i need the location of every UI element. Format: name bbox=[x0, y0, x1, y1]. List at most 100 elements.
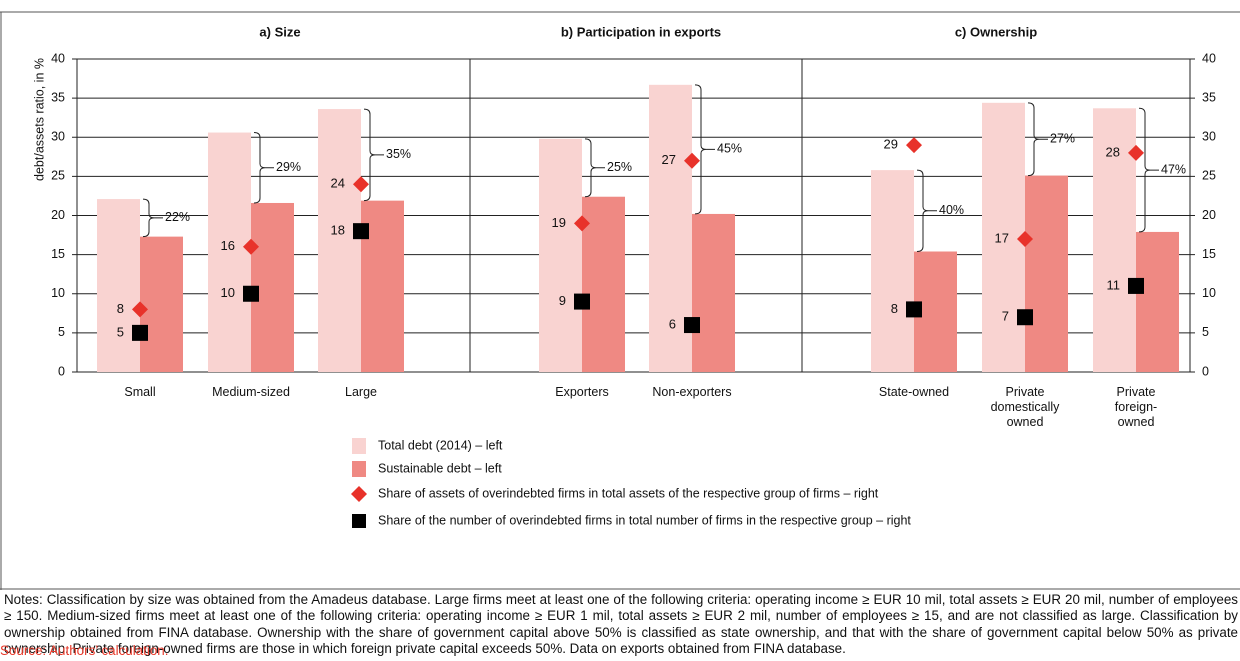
diamond-marker bbox=[1017, 230, 1033, 247]
x-tick-label: Private foreign-owned bbox=[1115, 385, 1157, 429]
data-label: 18 bbox=[331, 223, 345, 238]
y-tick-label: 25 bbox=[51, 169, 65, 183]
y-tick-label: 40 bbox=[51, 51, 65, 65]
square-marker bbox=[684, 317, 700, 334]
bracket bbox=[363, 108, 384, 202]
bracket bbox=[1027, 102, 1048, 177]
data-label: 9 bbox=[559, 293, 566, 308]
diamond-marker bbox=[684, 152, 700, 169]
square-marker bbox=[243, 285, 259, 302]
bracket bbox=[916, 169, 937, 252]
diamond-marker bbox=[353, 176, 369, 193]
diamond-marker bbox=[1128, 144, 1144, 161]
y-axis-title: debt/assets ratio, in % bbox=[32, 58, 46, 181]
bar bbox=[140, 236, 183, 372]
x-tick-label: State-owned bbox=[879, 385, 949, 399]
bracket bbox=[584, 138, 605, 198]
legend-swatch bbox=[352, 461, 366, 477]
x-tick-label: Non-exporters bbox=[652, 385, 731, 399]
diamond-marker bbox=[132, 301, 148, 318]
data-label: 17 bbox=[995, 230, 1009, 245]
y-tick-label: 0 bbox=[58, 364, 65, 378]
panel-title: a) Size bbox=[259, 24, 300, 39]
data-label: 27 bbox=[662, 152, 676, 167]
y2-tick-label: 0 bbox=[1202, 364, 1209, 378]
bracket-label: 27% bbox=[1050, 132, 1075, 146]
x-tick-label: Exporters bbox=[555, 385, 609, 399]
legend-label: Total debt (2014) – left bbox=[378, 438, 503, 452]
y-tick-label: 35 bbox=[51, 90, 65, 104]
diamond-marker bbox=[243, 238, 259, 255]
square-marker bbox=[353, 223, 369, 240]
bracket-label: 40% bbox=[939, 203, 964, 217]
bracket bbox=[253, 132, 274, 204]
bracket bbox=[694, 84, 715, 215]
data-label: 7 bbox=[1002, 309, 1009, 324]
notes: Notes: Classification by size was obtain… bbox=[4, 592, 1238, 657]
y2-tick-label: 10 bbox=[1202, 286, 1216, 300]
data-label: 28 bbox=[1106, 144, 1120, 159]
bracket-label: 25% bbox=[607, 160, 632, 174]
data-label: 16 bbox=[221, 238, 235, 253]
legend-label: Share of the number of overindebted firm… bbox=[378, 513, 911, 527]
data-label: 8 bbox=[117, 301, 124, 316]
y-tick-label: 5 bbox=[58, 325, 65, 339]
bracket-label: 47% bbox=[1161, 162, 1186, 176]
legend-swatch bbox=[352, 438, 366, 454]
source: Source: Authors’ calculation. bbox=[0, 643, 169, 658]
bar bbox=[97, 199, 140, 372]
data-label: 11 bbox=[1107, 277, 1121, 292]
data-label: 19 bbox=[552, 215, 566, 230]
bracket-label: 22% bbox=[165, 210, 190, 224]
legend-label: Share of assets of overindebted firms in… bbox=[378, 486, 879, 500]
x-tick-label: Medium-sized bbox=[212, 385, 290, 399]
x-tick-label: Private domestically owned bbox=[991, 385, 1061, 429]
bar bbox=[1025, 175, 1068, 372]
y2-tick-label: 40 bbox=[1202, 51, 1216, 65]
diamond-marker bbox=[906, 137, 922, 154]
y-tick-label: 20 bbox=[51, 208, 65, 222]
y2-tick-label: 30 bbox=[1202, 130, 1216, 144]
data-label: 10 bbox=[221, 285, 235, 300]
bar bbox=[692, 213, 735, 372]
bar bbox=[1136, 231, 1179, 372]
bar bbox=[539, 138, 582, 372]
square-marker bbox=[1128, 277, 1144, 294]
square-marker bbox=[574, 293, 590, 310]
square-marker bbox=[906, 301, 922, 318]
bar bbox=[582, 196, 625, 372]
y2-tick-label: 15 bbox=[1202, 247, 1216, 261]
data-label: 5 bbox=[117, 324, 124, 339]
legend-swatch bbox=[352, 514, 366, 528]
bracket-label: 45% bbox=[717, 142, 742, 156]
x-tick-label: Large bbox=[345, 385, 377, 399]
square-marker bbox=[132, 324, 148, 341]
bar bbox=[318, 109, 361, 372]
chart: debt/assets ratio, in % 0 5 10 15 20 25 30 35 40… bbox=[0, 11, 1240, 590]
legend-label: Sustainable debt – left bbox=[378, 461, 502, 475]
bar bbox=[208, 132, 251, 372]
diamond-marker bbox=[574, 215, 590, 232]
y2-tick-label: 35 bbox=[1202, 90, 1216, 104]
x-tick-label: Small bbox=[124, 385, 155, 399]
y-tick-label: 15 bbox=[51, 247, 65, 261]
bracket bbox=[142, 198, 163, 238]
y-tick-label: 10 bbox=[51, 286, 65, 300]
bar bbox=[982, 102, 1025, 372]
y2-tick-label: 25 bbox=[1202, 169, 1216, 183]
bracket bbox=[1138, 107, 1159, 233]
y2-tick-label: 20 bbox=[1202, 208, 1216, 222]
data-label: 6 bbox=[669, 316, 676, 331]
y-tick-label: 30 bbox=[51, 130, 65, 144]
panel-title: c) Ownership bbox=[955, 24, 1037, 39]
panel-title: b) Participation in exports bbox=[561, 24, 721, 39]
data-label: 29 bbox=[884, 137, 898, 152]
bracket-label: 29% bbox=[276, 160, 301, 174]
bar bbox=[871, 170, 914, 372]
data-label: 8 bbox=[891, 301, 898, 316]
legend-swatch bbox=[351, 486, 367, 502]
y2-tick-label: 5 bbox=[1202, 325, 1209, 339]
square-marker bbox=[1017, 309, 1033, 326]
data-label: 24 bbox=[331, 176, 345, 191]
